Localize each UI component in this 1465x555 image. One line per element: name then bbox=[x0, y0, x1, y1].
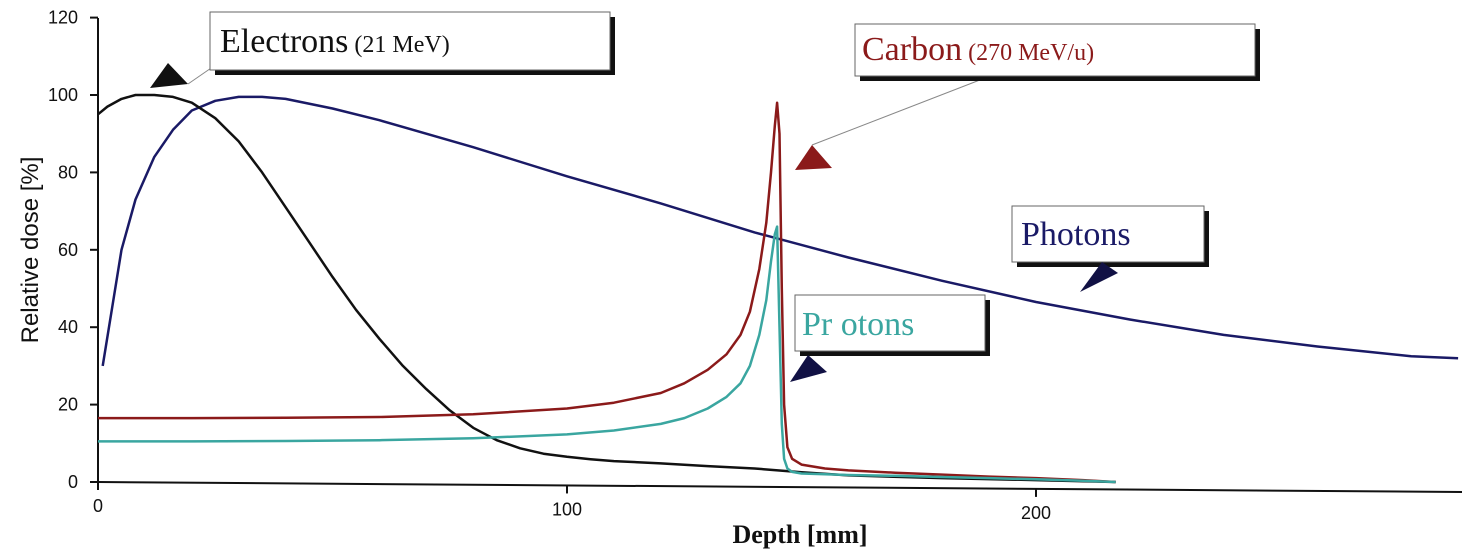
callout-box bbox=[1011, 205, 1205, 263]
series-lines bbox=[97, 93, 1459, 484]
y-tick-label: 20 bbox=[58, 395, 78, 415]
y-tick-label: 0 bbox=[68, 472, 78, 492]
y-axis-label: Relative dose [%] bbox=[17, 157, 44, 344]
callout-label-main: Photons bbox=[1021, 216, 1131, 253]
y-tick-label: 120 bbox=[48, 8, 78, 28]
y-axis: 0 20 40 60 80 100 120 Relative dose [%] bbox=[17, 8, 99, 492]
callout-label-main: Pr otons bbox=[802, 306, 914, 343]
x-tick-label: 0 bbox=[93, 496, 103, 516]
y-tick-label: 60 bbox=[58, 240, 78, 260]
callout-label: Electrons (21 MeV) bbox=[220, 23, 450, 60]
x-axis: 0 100 200 Depth [mm] bbox=[93, 481, 1463, 549]
callout-box bbox=[794, 294, 986, 352]
callout-label: Carbon (270 MeV/u) bbox=[862, 31, 1094, 68]
callout-label-main: Carbon bbox=[862, 31, 962, 68]
callout-label-sub: (270 MeV/u) bbox=[962, 40, 1094, 66]
callout-box bbox=[854, 23, 1256, 77]
x-axis-label: Depth [mm] bbox=[732, 520, 867, 549]
callout-label-main: Electrons bbox=[220, 23, 348, 60]
y-tick-group: 0 20 40 60 80 100 120 bbox=[48, 8, 98, 492]
callout-electrons: Electrons (21 MeV) bbox=[150, 11, 615, 88]
callout-arrowhead bbox=[795, 145, 832, 170]
x-tick-group: 0 100 200 bbox=[93, 482, 1051, 523]
series-line-carbon bbox=[98, 101, 1116, 484]
callout-arrowhead bbox=[1080, 262, 1118, 292]
callout-arrowhead bbox=[790, 355, 827, 382]
y-tick-label: 100 bbox=[48, 85, 78, 105]
series-line-protons bbox=[98, 225, 1116, 484]
x-tick-label: 200 bbox=[1021, 503, 1051, 523]
x-axis-line bbox=[97, 481, 1463, 493]
series-line-photons bbox=[101, 95, 1459, 367]
y-tick-label: 40 bbox=[58, 317, 78, 337]
callout-protons: Pr otons bbox=[790, 294, 990, 382]
x-tick-label: 100 bbox=[552, 499, 582, 519]
callout-carbon: Carbon (270 MeV/u) bbox=[795, 23, 1260, 170]
annotations: Electrons (21 MeV) Photons Carbon (270 MeV… bbox=[150, 11, 1260, 382]
callout-label: Pr otons bbox=[802, 306, 914, 343]
callout-label: Photons bbox=[1021, 216, 1131, 253]
series-line-electrons bbox=[97, 93, 1116, 484]
y-tick-label: 80 bbox=[58, 162, 78, 182]
callout-photons: Photons bbox=[1011, 205, 1209, 292]
callout-box bbox=[209, 11, 611, 71]
callout-leader-line bbox=[811, 77, 986, 146]
callout-label-sub: (21 MeV) bbox=[348, 32, 449, 58]
callout-arrowhead bbox=[150, 63, 188, 88]
